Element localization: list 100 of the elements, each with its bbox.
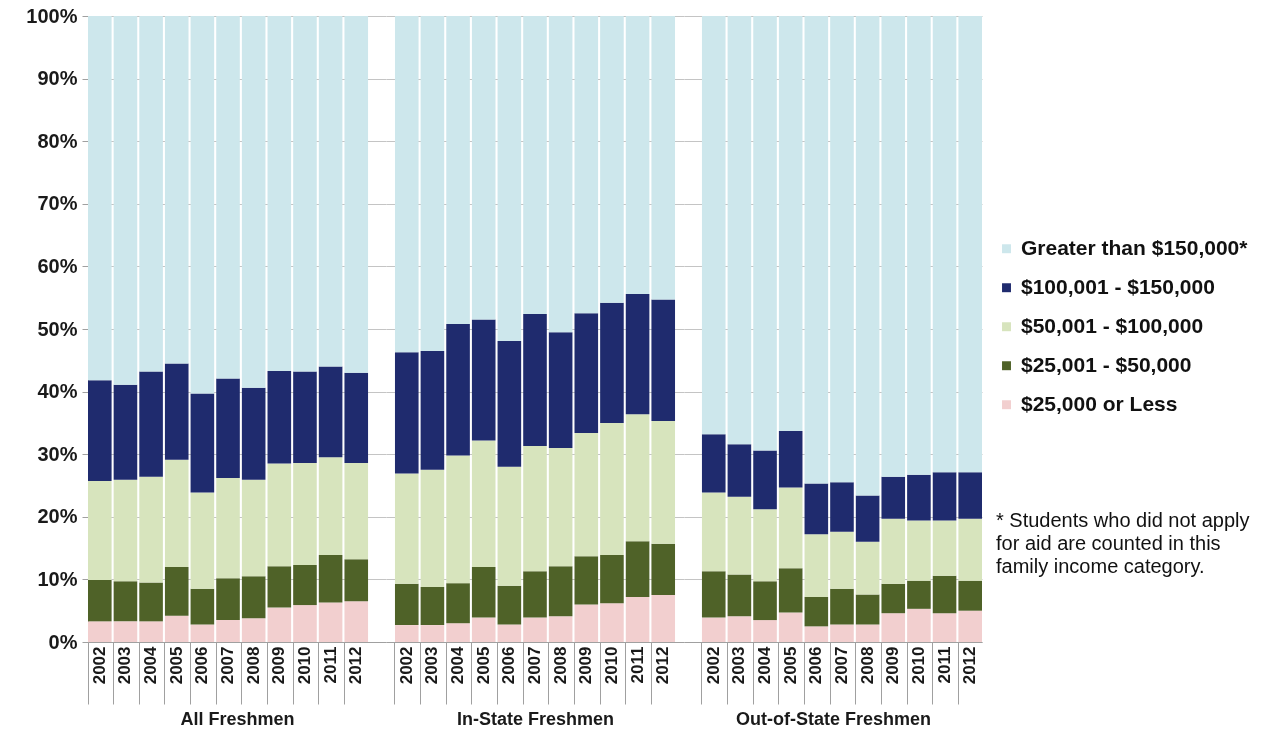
bar [344,372,369,463]
bar [600,16,624,303]
x-tick-label: 2006 [806,646,826,685]
bar [293,605,317,642]
y-tick-label: 50% [37,317,78,340]
bar [113,479,138,582]
bar [701,16,726,435]
text: * Students who did not apply for aid are counted in this family income category. [996,508,1250,577]
bar [881,613,906,642]
x-tick-label: 2012 [960,646,980,685]
bar [574,16,599,314]
bar [216,477,240,579]
bar [420,16,445,351]
bar [420,625,445,642]
bar [497,585,522,625]
x-tick-label: 2003 [115,646,135,685]
bar [216,578,240,621]
bar [88,380,112,482]
bar [958,580,982,611]
bar [523,617,547,642]
bar [318,366,343,458]
bar [830,588,854,625]
bar [907,474,931,521]
x-tick-label: 2011 [320,646,340,684]
bar [420,469,445,587]
bar [88,580,112,622]
bar [753,16,777,451]
bar [446,583,470,624]
bar [164,363,189,460]
bar [701,492,726,572]
bar [625,293,650,415]
y-tick-label: 90% [37,67,78,90]
x-tick-label: 2004 [141,645,161,685]
bar [958,610,982,642]
bar [753,450,777,510]
bar [907,580,931,609]
bar [574,604,599,642]
x-tick-label: 2004 [755,645,775,685]
bar [651,543,676,596]
bar [830,16,854,483]
bar [446,455,470,584]
bar [497,340,522,467]
bar [318,602,343,642]
bar [778,431,803,488]
bar [932,613,957,642]
bar [881,476,906,519]
bar [113,16,138,385]
legend-label: $50,001 - $100,000 [1021,313,1204,337]
bar [267,566,292,608]
bar [241,576,266,619]
bar [600,422,624,555]
bar [753,620,777,642]
bar [778,487,803,569]
x-axis-title: Out-of-State Freshmen [735,709,932,729]
x-tick-label: 2007 [831,646,851,685]
bar [446,323,470,456]
bar [855,495,880,542]
bar [701,434,726,493]
legend-label: $100,001 - $150,000 [1021,274,1215,298]
x-tick-label: 2008 [243,646,263,685]
x-tick-label: 2003 [422,646,442,685]
bar [830,482,854,532]
bar [344,16,369,373]
bar [932,472,957,521]
bar [394,352,419,474]
bar [574,313,599,433]
bar [855,16,880,496]
bar [293,462,317,565]
x-tick-label: 2002 [89,646,109,685]
bar [574,556,599,605]
bar [830,531,854,589]
bar [548,447,573,567]
bar [523,313,547,447]
x-tick-label: 2008 [550,646,570,685]
bar [471,319,496,441]
y-tick-label: 60% [37,254,78,277]
bar [344,601,369,642]
bar [651,595,676,642]
bar [907,16,931,475]
bar [446,623,470,642]
bar [958,472,982,519]
bar [727,444,752,497]
bar [113,384,138,480]
bar [932,520,957,576]
x-tick-label: 2012 [653,646,673,685]
bar [625,541,650,597]
bar [344,462,369,560]
bar [727,574,752,617]
bar [164,615,189,642]
bar [804,534,829,597]
bar [471,566,496,618]
bar [394,625,419,642]
bar [651,299,676,422]
x-tick-label: 2012 [346,646,366,685]
bar [727,16,752,445]
bar [625,16,650,294]
bar [548,332,573,448]
x-tick-label: 2002 [703,646,723,685]
bar [881,16,906,477]
bar [139,371,163,477]
